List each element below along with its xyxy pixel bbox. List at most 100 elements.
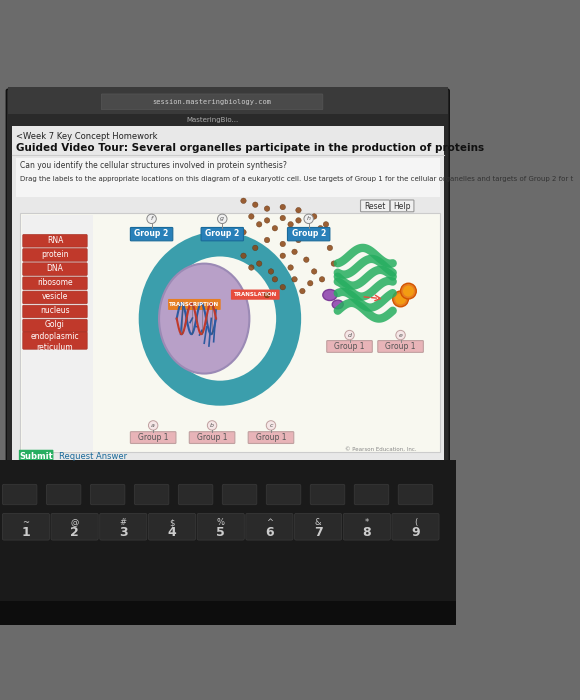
Circle shape — [311, 269, 317, 274]
Circle shape — [288, 265, 293, 270]
Text: Group 1: Group 1 — [385, 342, 416, 351]
Circle shape — [296, 237, 301, 243]
FancyBboxPatch shape — [168, 299, 221, 310]
Circle shape — [327, 245, 333, 251]
Text: g: g — [220, 216, 224, 221]
FancyBboxPatch shape — [102, 94, 323, 110]
FancyBboxPatch shape — [178, 484, 213, 505]
Text: 4: 4 — [168, 526, 176, 539]
Circle shape — [304, 214, 313, 223]
Text: <Week 7 Key Concept Homework: <Week 7 Key Concept Homework — [16, 132, 157, 141]
Circle shape — [241, 230, 246, 235]
Circle shape — [280, 253, 285, 258]
Circle shape — [280, 284, 285, 290]
Text: 2: 2 — [70, 526, 79, 539]
Text: e: e — [398, 332, 403, 337]
Circle shape — [395, 293, 406, 304]
FancyBboxPatch shape — [23, 277, 87, 290]
Circle shape — [296, 207, 301, 213]
Text: Guided Video Tour: Several organelles participate in the production of proteins: Guided Video Tour: Several organelles pa… — [16, 143, 484, 153]
Circle shape — [241, 198, 246, 204]
Circle shape — [264, 206, 270, 211]
Text: Submit: Submit — [19, 452, 53, 461]
Circle shape — [147, 214, 156, 223]
FancyBboxPatch shape — [222, 484, 257, 505]
Text: #: # — [120, 518, 127, 527]
Circle shape — [272, 276, 278, 282]
FancyBboxPatch shape — [288, 228, 330, 241]
FancyBboxPatch shape — [23, 319, 87, 332]
Text: nucleus: nucleus — [40, 306, 70, 315]
Text: Reset: Reset — [364, 202, 385, 211]
Text: endoplasmic
reticulum: endoplasmic reticulum — [31, 332, 79, 352]
FancyBboxPatch shape — [354, 484, 389, 505]
Circle shape — [268, 269, 274, 274]
Circle shape — [403, 286, 414, 297]
Text: 3: 3 — [119, 526, 128, 539]
Circle shape — [249, 214, 254, 219]
Text: 8: 8 — [362, 526, 371, 539]
Text: Group 1: Group 1 — [138, 433, 168, 442]
Text: vesicle: vesicle — [42, 292, 68, 301]
Text: 5: 5 — [216, 526, 225, 539]
Text: b: b — [210, 423, 214, 428]
FancyBboxPatch shape — [2, 484, 37, 505]
Circle shape — [311, 214, 317, 219]
FancyBboxPatch shape — [6, 89, 450, 470]
FancyBboxPatch shape — [0, 601, 455, 625]
Circle shape — [288, 222, 293, 227]
FancyBboxPatch shape — [135, 484, 169, 505]
FancyBboxPatch shape — [23, 262, 87, 275]
Text: &: & — [315, 518, 321, 527]
Text: ^: ^ — [266, 518, 273, 527]
FancyBboxPatch shape — [295, 513, 342, 540]
Circle shape — [280, 216, 285, 220]
FancyBboxPatch shape — [90, 484, 125, 505]
Circle shape — [292, 276, 298, 282]
Text: Group 2: Group 2 — [205, 230, 240, 238]
FancyBboxPatch shape — [398, 484, 433, 505]
Circle shape — [303, 230, 309, 235]
Text: a: a — [151, 423, 155, 428]
FancyBboxPatch shape — [16, 158, 440, 197]
Circle shape — [300, 288, 305, 294]
Text: *: * — [365, 518, 369, 527]
Circle shape — [252, 245, 258, 251]
Text: c: c — [269, 423, 273, 428]
Text: $: $ — [169, 518, 175, 527]
Circle shape — [280, 204, 285, 210]
FancyBboxPatch shape — [361, 200, 390, 212]
FancyBboxPatch shape — [8, 87, 448, 114]
FancyBboxPatch shape — [8, 113, 448, 126]
Text: TRANSLATION: TRANSLATION — [234, 292, 277, 297]
Circle shape — [241, 253, 246, 258]
Circle shape — [318, 225, 323, 231]
Ellipse shape — [332, 300, 343, 309]
Text: 7: 7 — [314, 526, 322, 539]
Circle shape — [252, 202, 258, 207]
Ellipse shape — [159, 264, 249, 374]
Text: f: f — [150, 216, 153, 221]
FancyBboxPatch shape — [23, 332, 87, 349]
Text: 9: 9 — [411, 526, 420, 539]
Circle shape — [303, 257, 309, 262]
FancyBboxPatch shape — [100, 513, 147, 540]
Text: h: h — [307, 216, 311, 221]
FancyBboxPatch shape — [23, 248, 87, 261]
FancyBboxPatch shape — [51, 513, 98, 540]
FancyBboxPatch shape — [248, 432, 293, 444]
FancyBboxPatch shape — [23, 305, 87, 318]
Circle shape — [272, 225, 278, 231]
Text: session.masteringbiology.com: session.masteringbiology.com — [153, 99, 271, 105]
Circle shape — [401, 284, 416, 299]
Text: DNA: DNA — [46, 264, 63, 273]
Text: Drag the labels to the appropriate locations on this diagram of a eukaryotic cel: Drag the labels to the appropriate locat… — [20, 176, 573, 182]
Text: © Pearson Education, Inc.: © Pearson Education, Inc. — [345, 447, 416, 452]
Circle shape — [331, 261, 336, 267]
Circle shape — [393, 291, 408, 307]
Circle shape — [266, 421, 276, 430]
Text: (: ( — [414, 518, 417, 527]
FancyBboxPatch shape — [12, 126, 444, 464]
Text: TRANSCRIPTION: TRANSCRIPTION — [169, 302, 219, 307]
Text: ~: ~ — [23, 518, 30, 527]
